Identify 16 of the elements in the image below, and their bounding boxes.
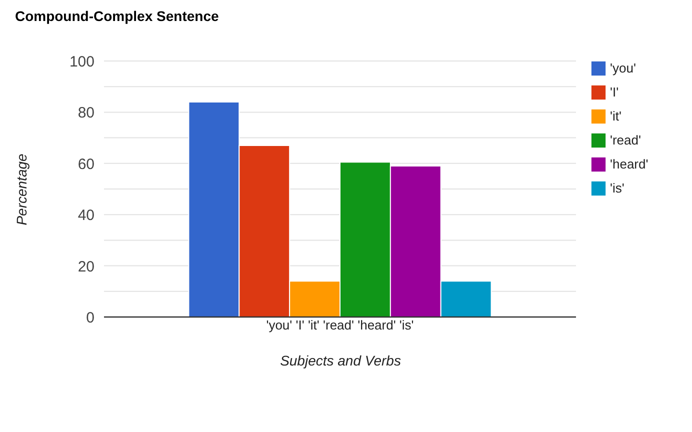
y-axis-title: Percentage: [13, 153, 30, 226]
y-tick-label: 20: [78, 258, 94, 276]
y-tick-label: 0: [86, 310, 94, 326]
x-axis-title: Subjects and Verbs: [280, 352, 401, 368]
legend-label: 'you': [610, 60, 636, 76]
legend-label: 'read': [610, 132, 641, 148]
legend-label: 'is': [610, 180, 624, 196]
x-tick-label: 'you' 'I' 'it' 'read' 'heard' 'is': [266, 318, 414, 332]
y-tick-label: 40: [78, 207, 94, 224]
legend-label: 'I': [610, 84, 619, 100]
y-tick-label: 80: [78, 104, 94, 122]
legend-label: 'it': [610, 108, 622, 124]
y-tick-label: 100: [69, 54, 94, 70]
chart-title: Compound-Complex Sentence: [14, 8, 219, 24]
y-tick-label: 60: [78, 156, 94, 173]
legend-label: 'heard': [610, 156, 648, 172]
